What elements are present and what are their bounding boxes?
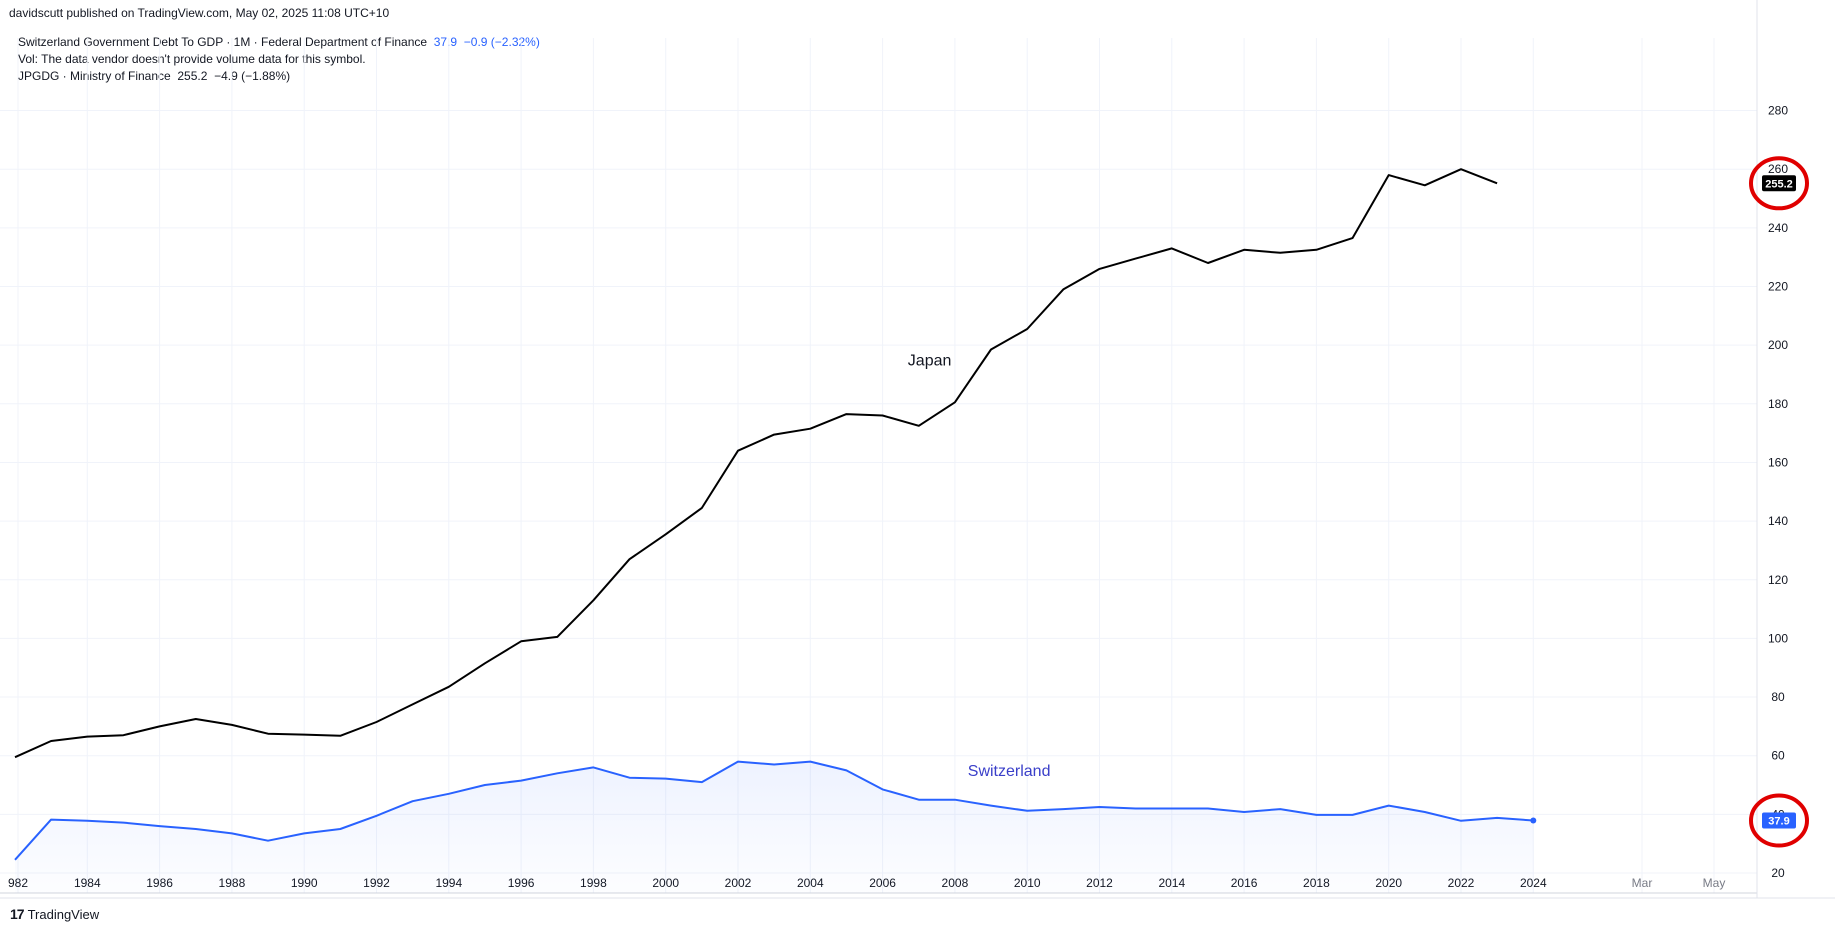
y-tick-label: 260 [1768,162,1788,176]
y-tick-label: 200 [1768,338,1788,352]
switzerland-price-label: 37.9 [1768,816,1789,828]
y-tick-label: 240 [1768,221,1788,235]
switzerland-price-label-bg [1762,812,1796,829]
y-tick-label: 280 [1768,104,1788,118]
japan-series-line [14,168,1498,759]
japan-annotation: Japan [908,353,952,370]
y-tick-label: 180 [1768,397,1788,411]
y-tick-label: 100 [1768,631,1788,645]
switzerland-last-point [1530,817,1537,824]
switzerland-area [15,761,1534,893]
tradingview-footer[interactable]: 17 TradingView [10,906,99,922]
legend-japan[interactable]: JPGDG · Ministry of Finance 255.2 −4.9 (… [18,69,290,83]
switzerland-annotation: Switzerland [968,763,1051,780]
legend-japan-change: −4.9 (−1.88%) [214,69,291,83]
x-tick-label: May [1703,876,1726,890]
legend-japan-value: 255.2 [177,69,208,83]
tradingview-logo-icon: 17 [10,906,25,922]
y-tick-label: 80 [1771,690,1785,704]
switzerland-price-label-highlight-circle [1749,793,1809,848]
publisher-line: davidscutt published on TradingView.com,… [9,6,390,20]
legend-switzerland-value: 37.9 [433,35,458,49]
legend-switzerland-title: Switzerland Government Debt To GDP · 1M … [18,35,428,49]
japan-price-label-highlight-circle [1749,156,1809,211]
japan-price-label-bg [1762,175,1796,192]
y-tick-label: 160 [1768,455,1788,469]
y-tick-label: 120 [1768,573,1788,587]
legend-volume: Vol: The data vendor doesn't provide vol… [18,52,366,66]
tradingview-brand: TradingView [27,906,100,922]
x-tick-label: Mar [1632,876,1653,890]
japan-price-label: 255.2 [1765,178,1793,190]
y-tick-label: 60 [1771,749,1785,763]
legend-japan-title: JPGDG · Ministry of Finance [18,69,171,83]
y-tick-label: 220 [1768,280,1788,294]
y-tick-label: 20 [1771,866,1785,880]
y-tick-label: 140 [1768,514,1788,528]
switzerland-series-line [14,760,1534,861]
